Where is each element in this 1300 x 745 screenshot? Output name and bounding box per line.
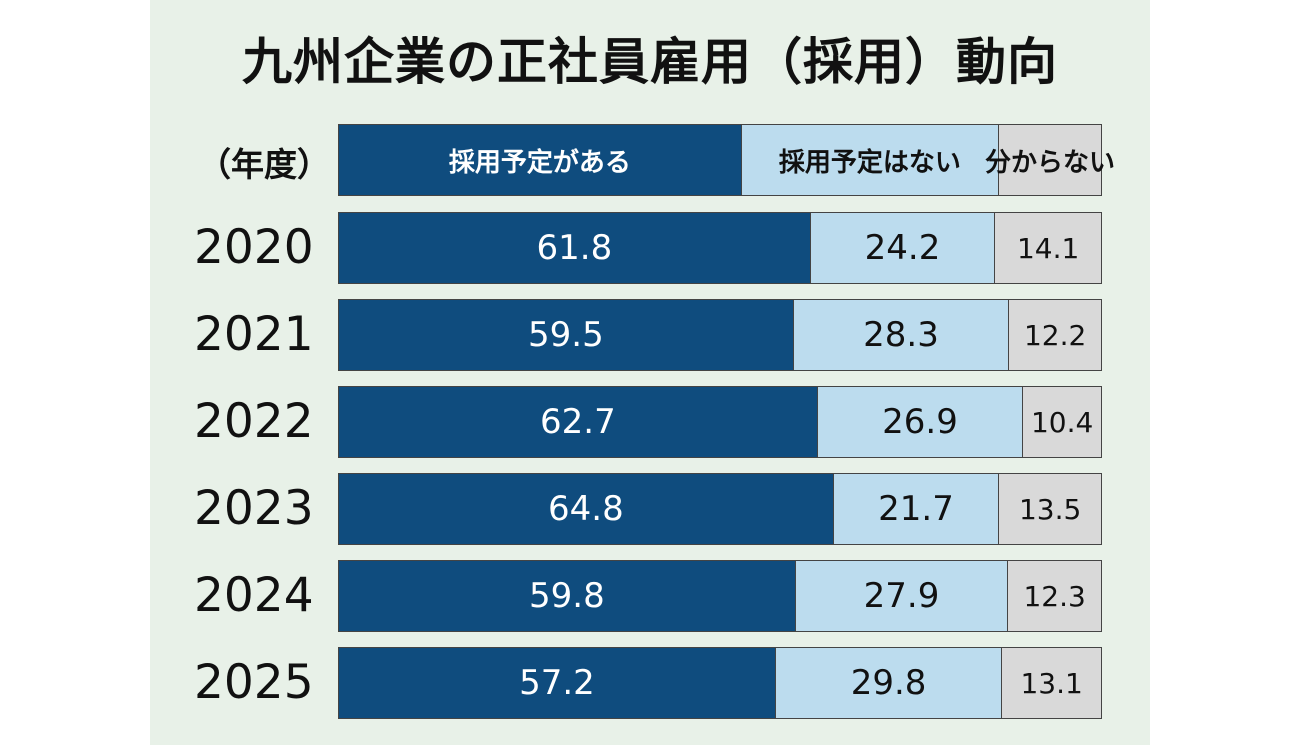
year-label: 2021	[194, 307, 314, 362]
year-label: 2025	[194, 655, 314, 710]
bar-segment: 14.1	[994, 213, 1101, 283]
legend-item-no-plan: 採用予定はない	[741, 125, 999, 195]
legend-item-unknown: 分からない	[985, 125, 1115, 195]
bar-row: 2024 59.8 27.9 12.3	[150, 560, 1150, 632]
year-label: 2023	[194, 481, 314, 536]
chart-title: 九州企業の正社員雇用（採用）動向	[242, 33, 1058, 91]
bar-row: 2025 57.2 29.8 13.1	[150, 647, 1150, 719]
bar-segment: 27.9	[794, 561, 1008, 631]
year-label: 2020	[194, 220, 314, 275]
bar-row: 2023 64.8 21.7 13.5	[150, 473, 1150, 545]
chart-panel: 九州企業の正社員雇用（採用）動向 （年度） 採用予定がある 採用予定はない 分か…	[150, 0, 1150, 745]
bar-row: 2020 61.8 24.2 14.1	[150, 212, 1150, 284]
bar-segment: 21.7	[832, 474, 999, 544]
bar-segment: 10.4	[1022, 387, 1102, 457]
bar-segment: 12.3	[1007, 561, 1101, 631]
year-label: 2024	[194, 568, 314, 623]
stacked-bar: 62.7 26.9 10.4	[338, 386, 1102, 458]
bar-segment: 59.8	[339, 561, 795, 631]
bar-segment: 62.7	[339, 387, 817, 457]
bar-segment: 26.9	[816, 387, 1023, 457]
bar-row: 2022 62.7 26.9 10.4	[150, 386, 1150, 458]
bar-segment: 57.2	[339, 648, 775, 718]
bar-segment: 24.2	[809, 213, 995, 283]
stacked-bar: 64.8 21.7 13.5	[338, 473, 1102, 545]
stacked-bar: 57.2 29.8 13.1	[338, 647, 1102, 719]
bar-segment: 28.3	[792, 300, 1009, 370]
bar-segment: 13.1	[1001, 648, 1101, 718]
legend: 採用予定がある 採用予定はない 分からない	[338, 124, 1115, 196]
stacked-bar: 59.8 27.9 12.3	[338, 560, 1102, 632]
bar-row: 2021 59.5 28.3 12.2	[150, 299, 1150, 371]
bar-segment: 64.8	[339, 474, 833, 544]
unit-label: （年度）	[198, 145, 330, 184]
bar-segment: 61.8	[339, 213, 810, 283]
year-label: 2022	[194, 394, 314, 449]
stacked-bar: 59.5 28.3 12.2	[338, 299, 1102, 371]
bar-segment: 13.5	[998, 474, 1101, 544]
bar-segment: 29.8	[774, 648, 1002, 718]
legend-item-plan-hire: 採用予定がある	[339, 125, 742, 195]
bar-segment: 12.2	[1008, 300, 1102, 370]
stacked-bar: 61.8 24.2 14.1	[338, 212, 1102, 284]
bar-segment: 59.5	[339, 300, 793, 370]
